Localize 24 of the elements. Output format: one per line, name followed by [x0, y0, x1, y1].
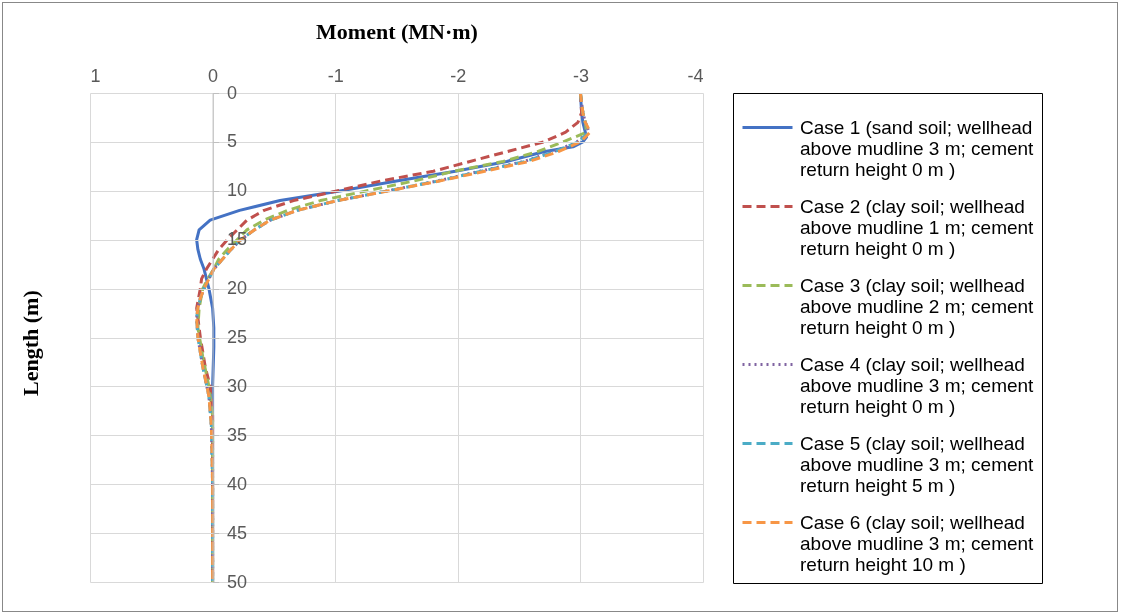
legend-label: Case 6 (clay soil; wellhead above mudline 3 m; cement return height 10 m ) — [800, 511, 1035, 575]
y-axis-title: Length (m) — [18, 289, 44, 399]
x-tick-label: -1 — [327, 65, 344, 86]
y-tick-label: 45 — [227, 522, 248, 543]
x-tick-label: -4 — [687, 65, 704, 86]
legend-label: Case 1 (sand soil; wellhead above mudline 3 m; cement return height 0 m ) — [800, 116, 1035, 180]
y-tick-label: 50 — [227, 571, 248, 592]
y-tick-label: 5 — [227, 131, 238, 152]
x-tick-label: -3 — [572, 65, 589, 86]
x-axis-title: Moment (MN·m) — [316, 18, 478, 44]
y-tick-label: 20 — [227, 278, 248, 299]
legend-label: Case 4 (clay soil; wellhead above mudline 3 m; cement return height 0 m ) — [800, 353, 1035, 417]
legend-label: Case 3 (clay soil; wellhead above mudline 2 m; cement return height 0 m ) — [800, 274, 1035, 338]
x-tick-label: 0 — [208, 65, 219, 86]
legend-label: Case 5 (clay soil; wellhead above mudline 3 m; cement return height 5 m ) — [800, 432, 1035, 496]
y-tick-label: 25 — [227, 327, 248, 347]
x-tick-label: 1 — [90, 65, 101, 86]
y-tick-label: 0 — [227, 82, 238, 103]
y-tick-label: 30 — [227, 375, 248, 396]
y-tick-label: 35 — [227, 424, 248, 445]
x-tick-label: -2 — [450, 65, 467, 86]
y-tick-label: 40 — [227, 473, 248, 494]
legend-label: Case 2 (clay soil; wellhead above mudline 1 m; cement return height 0 m ) — [800, 195, 1035, 259]
y-tick-label: 10 — [227, 180, 248, 201]
